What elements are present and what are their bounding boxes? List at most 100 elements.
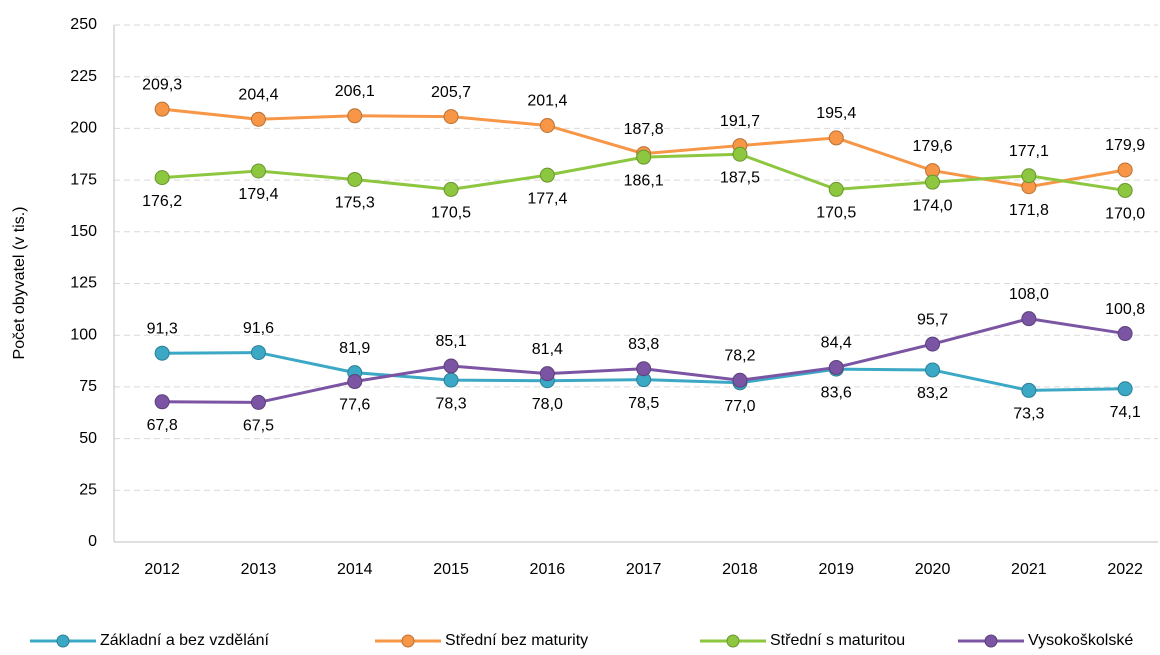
- marker: [154, 394, 170, 410]
- marker: [828, 130, 844, 146]
- marker: [1117, 182, 1133, 198]
- y-tick-label: 150: [70, 223, 97, 240]
- data-label: 78,2: [724, 348, 755, 365]
- marker: [539, 366, 555, 382]
- marker: [925, 174, 941, 190]
- legend-label: Střední bez maturity: [445, 632, 588, 649]
- x-tick-label: 2012: [144, 561, 180, 578]
- data-label: 95,7: [917, 311, 948, 328]
- data-label: 186,1: [624, 172, 664, 189]
- data-label: 73,3: [1013, 406, 1044, 423]
- data-label: 201,4: [527, 93, 567, 110]
- marker: [539, 167, 555, 183]
- marker: [443, 109, 459, 125]
- marker: [1021, 382, 1037, 398]
- marker: [347, 171, 363, 187]
- data-label: 83,6: [821, 384, 852, 401]
- marker: [1021, 168, 1037, 184]
- y-tick-label: 25: [79, 482, 97, 499]
- y-axis-title: Počet obyvatel (v tis.): [11, 207, 28, 360]
- marker: [732, 372, 748, 388]
- marker: [1117, 381, 1133, 397]
- marker: [154, 345, 170, 361]
- x-tick-label: 2018: [722, 561, 758, 578]
- data-label: 67,8: [147, 417, 178, 434]
- x-tick-label: 2017: [626, 561, 662, 578]
- y-tick-label: 100: [70, 326, 97, 343]
- data-label: 191,7: [720, 113, 760, 130]
- marker: [154, 170, 170, 186]
- data-label: 78,0: [532, 396, 563, 413]
- marker: [732, 146, 748, 162]
- legend-marker: [726, 634, 740, 648]
- legend-label: Střední s maturitou: [770, 632, 905, 649]
- legend-marker: [984, 634, 998, 648]
- marker: [636, 361, 652, 377]
- data-label: 81,4: [532, 341, 563, 358]
- data-label: 83,2: [917, 385, 948, 402]
- x-tick-label: 2015: [433, 561, 469, 578]
- marker: [250, 345, 266, 361]
- data-label: 204,4: [238, 87, 278, 104]
- marker: [347, 374, 363, 390]
- data-label: 176,2: [142, 193, 182, 210]
- marker: [250, 111, 266, 127]
- data-label: 85,1: [435, 333, 466, 350]
- y-tick-label: 50: [79, 430, 97, 447]
- marker: [1117, 326, 1133, 342]
- data-label: 77,0: [724, 398, 755, 415]
- x-tick-label: 2014: [337, 561, 373, 578]
- data-label: 78,3: [435, 395, 466, 412]
- legend-label: Základní a bez vzdělání: [100, 632, 270, 649]
- marker: [443, 181, 459, 197]
- data-label: 67,5: [243, 418, 274, 435]
- marker: [443, 372, 459, 388]
- marker: [539, 118, 555, 134]
- data-label: 170,5: [816, 205, 856, 222]
- data-label: 177,1: [1009, 143, 1049, 160]
- data-label: 206,1: [335, 83, 375, 100]
- data-label: 171,8: [1009, 202, 1049, 219]
- y-tick-label: 175: [70, 171, 97, 188]
- data-label: 177,4: [527, 190, 567, 207]
- y-tick-label: 250: [70, 16, 97, 33]
- data-label: 108,0: [1009, 286, 1049, 303]
- data-label: 187,5: [720, 169, 760, 186]
- y-tick-label: 225: [70, 68, 97, 85]
- marker: [828, 181, 844, 197]
- data-label: 179,4: [238, 186, 278, 203]
- data-label: 187,8: [624, 121, 664, 138]
- marker: [925, 336, 941, 352]
- y-tick-label: 125: [70, 275, 97, 292]
- data-label: 84,4: [821, 335, 852, 352]
- marker: [154, 101, 170, 117]
- data-label: 170,0: [1105, 206, 1145, 223]
- data-label: 78,5: [628, 395, 659, 412]
- x-tick-label: 2016: [530, 561, 566, 578]
- data-label: 179,6: [913, 138, 953, 155]
- data-label: 83,8: [628, 336, 659, 353]
- legend-marker: [401, 634, 415, 648]
- x-tick-label: 2022: [1107, 561, 1143, 578]
- data-label: 74,1: [1110, 404, 1141, 421]
- data-label: 179,9: [1105, 137, 1145, 154]
- data-label: 81,9: [339, 340, 370, 357]
- x-tick-label: 2020: [915, 561, 951, 578]
- marker: [1117, 162, 1133, 178]
- data-label: 205,7: [431, 84, 471, 101]
- x-tick-label: 2019: [818, 561, 854, 578]
- marker: [443, 358, 459, 374]
- legend-marker: [56, 634, 70, 648]
- marker: [250, 163, 266, 179]
- data-label: 174,0: [913, 197, 953, 214]
- x-tick-label: 2021: [1011, 561, 1047, 578]
- data-label: 77,6: [339, 397, 370, 414]
- data-label: 209,3: [142, 76, 182, 93]
- marker: [828, 359, 844, 375]
- x-tick-label: 2013: [241, 561, 277, 578]
- series-line: [162, 317, 1126, 404]
- marker: [347, 108, 363, 124]
- y-tick-label: 0: [88, 533, 97, 550]
- data-label: 91,3: [147, 320, 178, 337]
